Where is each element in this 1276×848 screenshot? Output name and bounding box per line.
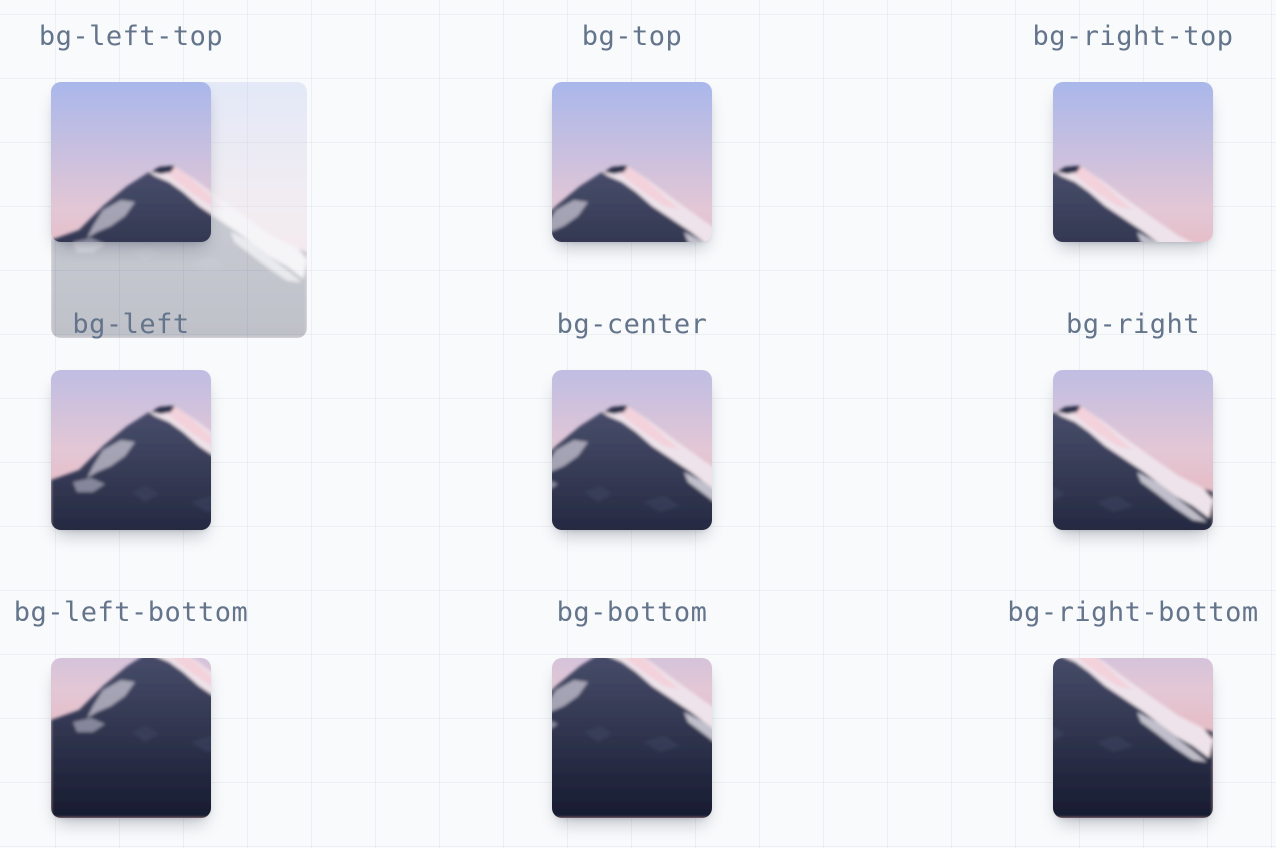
mountain-image bbox=[552, 370, 712, 530]
tile-bg-top bbox=[552, 82, 712, 242]
mountain-image bbox=[51, 82, 211, 242]
label-bg-center: bg-center bbox=[556, 309, 708, 340]
tile-bg-left-top bbox=[51, 82, 211, 242]
label-bg-bottom: bg-bottom bbox=[556, 597, 708, 628]
mountain-image bbox=[1053, 658, 1213, 818]
tile-bg-center bbox=[552, 370, 712, 530]
mountain-image bbox=[552, 658, 712, 818]
label-bg-right-bottom: bg-right-bottom bbox=[1007, 597, 1259, 628]
mountain-image bbox=[51, 658, 211, 818]
label-bg-left-bottom: bg-left-bottom bbox=[13, 597, 249, 628]
label-bg-left: bg-left bbox=[72, 309, 190, 340]
label-bg-top: bg-top bbox=[581, 21, 683, 52]
label-bg-left-top: bg-left-top bbox=[38, 21, 224, 52]
mountain-image bbox=[1053, 370, 1213, 530]
tile-bg-right bbox=[1053, 370, 1213, 530]
tile-bg-left-bottom bbox=[51, 658, 211, 818]
tile-bg-right-top bbox=[1053, 82, 1213, 242]
mountain-image bbox=[552, 82, 712, 242]
mountain-image bbox=[51, 370, 211, 530]
tile-bg-bottom bbox=[552, 658, 712, 818]
tile-bg-right-bottom bbox=[1053, 658, 1213, 818]
label-bg-right: bg-right bbox=[1065, 309, 1201, 340]
label-bg-right-top: bg-right-top bbox=[1032, 21, 1234, 52]
tile-bg-left bbox=[51, 370, 211, 530]
mountain-image bbox=[1053, 82, 1213, 242]
